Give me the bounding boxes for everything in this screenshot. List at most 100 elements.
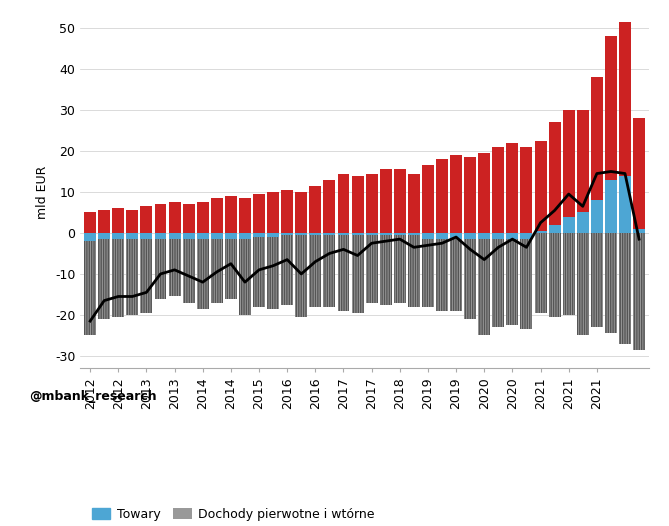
Bar — [267, 192, 279, 233]
Bar — [253, 194, 265, 233]
Bar — [450, 233, 462, 311]
Bar — [112, 208, 124, 233]
Bar — [380, 233, 392, 305]
Bar — [563, 110, 575, 217]
Bar — [380, 169, 392, 233]
Bar — [591, 200, 603, 233]
Bar — [239, 198, 251, 233]
Bar — [267, 233, 279, 309]
Bar — [535, 233, 547, 313]
Bar — [352, 233, 363, 313]
Bar — [591, 77, 603, 200]
Bar — [549, 225, 561, 233]
Bar — [366, 233, 377, 302]
Bar — [337, 233, 349, 311]
Bar — [619, 22, 631, 176]
Bar — [605, 233, 617, 333]
Bar — [380, 233, 392, 305]
Bar — [126, 233, 138, 315]
Bar — [112, 233, 124, 239]
Bar — [239, 233, 251, 239]
Bar — [337, 174, 349, 233]
Bar — [323, 233, 335, 307]
Bar — [591, 233, 603, 327]
Bar — [281, 190, 293, 233]
Bar — [84, 233, 96, 336]
Bar — [605, 233, 617, 333]
Bar — [84, 233, 96, 241]
Bar — [253, 233, 265, 307]
Bar — [478, 153, 490, 233]
Bar — [323, 233, 335, 307]
Bar — [295, 233, 307, 317]
Bar — [98, 233, 110, 319]
Bar — [422, 233, 434, 307]
Bar — [633, 229, 645, 233]
Bar — [197, 202, 209, 233]
Bar — [309, 233, 321, 307]
Bar — [337, 233, 349, 235]
Bar — [605, 180, 617, 233]
Bar — [140, 233, 153, 239]
Bar — [169, 233, 181, 297]
Bar — [281, 233, 293, 305]
Bar — [225, 233, 237, 299]
Bar — [197, 233, 209, 309]
Bar — [295, 192, 307, 233]
Bar — [380, 233, 392, 235]
Bar — [619, 176, 631, 233]
Bar — [337, 233, 349, 311]
Bar — [436, 233, 448, 311]
Bar — [295, 233, 307, 235]
Bar — [352, 233, 363, 235]
Bar — [98, 233, 110, 319]
Bar — [492, 233, 504, 239]
Bar — [549, 123, 561, 225]
Bar — [506, 233, 518, 239]
Bar — [633, 233, 645, 350]
Bar — [211, 233, 223, 239]
Bar — [169, 202, 181, 233]
Bar — [155, 233, 167, 299]
Bar — [506, 233, 518, 325]
Bar — [619, 233, 631, 343]
Bar — [506, 233, 518, 325]
Bar — [366, 174, 377, 233]
Bar — [281, 233, 293, 305]
Bar — [492, 233, 504, 327]
Bar — [126, 210, 138, 233]
Bar — [309, 233, 321, 235]
Bar — [309, 186, 321, 233]
Bar — [211, 198, 223, 233]
Bar — [478, 233, 490, 239]
Bar — [84, 233, 96, 336]
Legend: Towary, Usługi, Dochody pierwotne i wtórne, Saldo rachunku bieżącego: Towary, Usługi, Dochody pierwotne i wtór… — [86, 503, 379, 526]
Bar — [323, 180, 335, 233]
Bar — [197, 233, 209, 239]
Bar — [535, 233, 547, 313]
Bar — [183, 233, 195, 239]
Bar — [155, 204, 167, 233]
Bar — [520, 233, 533, 329]
Bar — [563, 233, 575, 315]
Bar — [140, 233, 153, 313]
Bar — [577, 213, 589, 233]
Bar — [253, 233, 265, 307]
Bar — [464, 233, 476, 319]
Bar — [140, 206, 153, 233]
Bar — [450, 233, 462, 311]
Bar — [422, 233, 434, 239]
Bar — [197, 233, 209, 309]
Bar — [478, 233, 490, 336]
Bar — [211, 233, 223, 302]
Bar — [155, 233, 167, 239]
Bar — [520, 233, 533, 239]
Bar — [352, 176, 363, 233]
Bar — [619, 233, 631, 343]
Bar — [267, 233, 279, 237]
Bar — [98, 210, 110, 233]
Bar — [366, 233, 377, 235]
Bar — [549, 233, 561, 317]
Bar — [155, 233, 167, 299]
Bar — [563, 217, 575, 233]
